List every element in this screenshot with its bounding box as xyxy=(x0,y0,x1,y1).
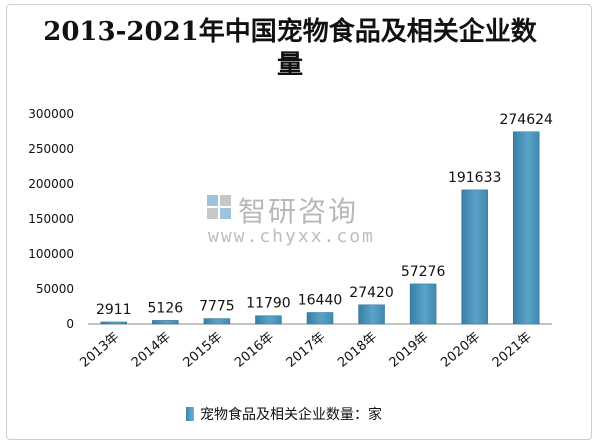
data-label: 2911 xyxy=(96,302,132,318)
y-tick-labels: 0 50000 100000 150000 200000 250000 300000 xyxy=(28,107,74,331)
data-labels: 2911 5126 7775 11790 16440 27420 57276 191633 27… xyxy=(96,112,553,318)
bar xyxy=(255,315,282,325)
data-label: 7775 xyxy=(199,299,235,315)
bar xyxy=(306,312,334,325)
chart-title: 2013-2021年中国宠物食品及相关企业数量 xyxy=(43,17,537,80)
data-label: 11790 xyxy=(246,296,291,312)
x-tick-label: 2018年 xyxy=(335,330,380,371)
y-tick-label: 200000 xyxy=(28,177,74,191)
x-tick-label: 2020年 xyxy=(438,330,483,371)
bar xyxy=(461,189,488,325)
y-tick-label: 100000 xyxy=(28,247,74,261)
y-tick-label: 300000 xyxy=(28,107,74,121)
data-label: 16440 xyxy=(298,292,343,308)
legend: 宠物食品及相关企业数量：家 xyxy=(186,404,382,424)
y-tick-label: 50000 xyxy=(36,282,74,296)
bar xyxy=(203,318,231,325)
data-label: 5126 xyxy=(148,300,184,316)
bar xyxy=(512,131,540,325)
x-tick-label: 2016年 xyxy=(232,330,277,371)
x-tick-label: 2021年 xyxy=(490,330,535,371)
y-tick-label: 150000 xyxy=(28,212,74,226)
data-label: 27420 xyxy=(349,285,394,301)
bar xyxy=(100,321,128,325)
data-label: 274624 xyxy=(499,112,553,128)
x-tick-label: 2015年 xyxy=(181,330,226,371)
data-label: 191633 xyxy=(448,170,501,186)
x-tick-label: 2019年 xyxy=(387,330,432,371)
legend-label: 宠物食品及相关企业数量：家 xyxy=(200,407,382,423)
bar xyxy=(152,320,179,325)
x-tick-label: 2017年 xyxy=(284,330,329,371)
x-tick-labels: 2013年 2014年 2015年 2016年 2017年 2018年 2019年 2020年… xyxy=(77,330,534,371)
bars xyxy=(100,131,540,325)
bar xyxy=(409,283,437,325)
chart-frame xyxy=(6,4,592,440)
bar xyxy=(358,304,385,325)
y-tick-label: 250000 xyxy=(28,142,74,156)
x-tick-label: 2013年 xyxy=(77,330,122,371)
x-tick-label: 2014年 xyxy=(129,330,174,371)
legend-swatch xyxy=(186,407,194,421)
data-label: 57276 xyxy=(401,264,446,280)
y-tick-label: 0 xyxy=(66,317,74,331)
